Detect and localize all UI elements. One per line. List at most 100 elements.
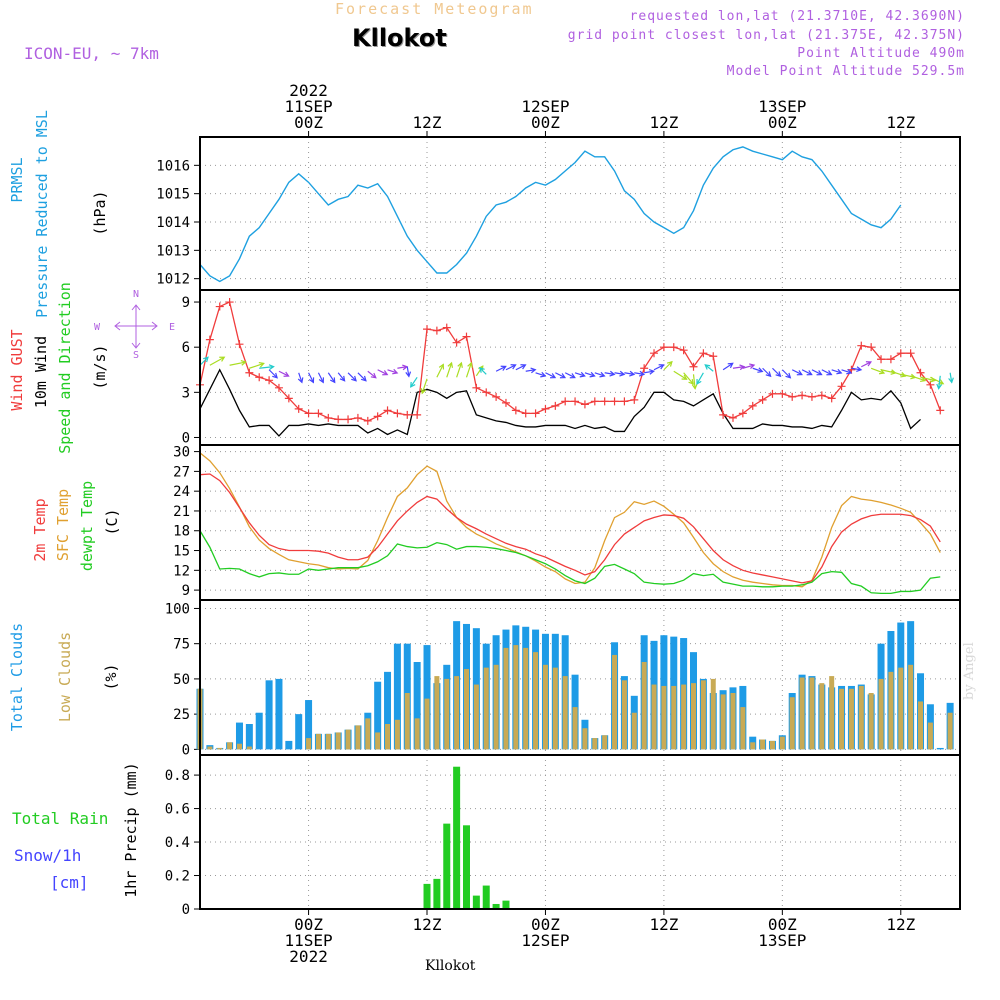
wind-direction-arrow bbox=[249, 362, 264, 369]
precip-unit-label: 1hr Precip (mm) bbox=[122, 762, 140, 897]
low-cloud-bar bbox=[394, 719, 400, 750]
wind-gust-marker bbox=[768, 389, 777, 398]
low-cloud-bar bbox=[927, 722, 933, 750]
rain-bar bbox=[443, 823, 451, 909]
y-tick-label: 9 bbox=[182, 295, 190, 311]
low-cloud-bar bbox=[444, 678, 450, 750]
low-cloud-bar bbox=[858, 685, 864, 750]
wind-gust-marker bbox=[245, 368, 254, 377]
y-tick-label: 100 bbox=[165, 601, 190, 617]
wind-gust-marker bbox=[324, 413, 333, 422]
wind-direction-arrowhead bbox=[297, 377, 304, 384]
low-cloud-bar bbox=[908, 664, 914, 750]
wind-direction-arrow bbox=[327, 372, 336, 383]
grid-point-coordinates: grid point closest lon,lat (21.375E, 42.… bbox=[567, 28, 965, 43]
low-cloud-bar bbox=[750, 742, 756, 750]
low-cloud-bar bbox=[582, 728, 588, 750]
wind-direction-arrowhead bbox=[339, 375, 346, 382]
time-label-bottom: 12Z bbox=[649, 915, 678, 934]
low-cloud-bar bbox=[819, 683, 825, 750]
wind-10m-label: 10m Wind bbox=[32, 336, 50, 408]
y-tick-label: 18 bbox=[173, 524, 190, 540]
low-cloud-bar bbox=[562, 676, 568, 750]
low-cloud-bar bbox=[671, 685, 677, 750]
total-cloud-bar bbox=[305, 700, 313, 750]
low-cloud-bar bbox=[513, 645, 519, 750]
low-clouds-label: Low Clouds bbox=[56, 632, 74, 722]
wind-direction-arrow bbox=[268, 369, 278, 379]
wind-gust-marker bbox=[482, 388, 491, 397]
y-tick-label: 30 bbox=[173, 445, 190, 461]
low-cloud-bar bbox=[325, 733, 331, 750]
low-cloud-bar bbox=[612, 654, 618, 750]
wind-direction-arrowhead bbox=[550, 373, 557, 379]
wind-direction-arrow bbox=[397, 366, 408, 369]
low-cloud-bar bbox=[473, 684, 479, 750]
time-label-bottom: 00Z bbox=[531, 915, 560, 934]
wind-direction-arrowhead bbox=[392, 368, 399, 375]
low-cloud-bar bbox=[809, 677, 815, 750]
wind-gust-marker bbox=[630, 395, 639, 404]
total-cloud-bar bbox=[374, 681, 382, 750]
time-label-top: 2022 bbox=[289, 81, 328, 100]
point-altitude: Point Altitude 490m bbox=[797, 46, 965, 61]
wind-gust-marker bbox=[896, 349, 905, 358]
y-tick-label: 0.8 bbox=[165, 768, 190, 784]
wind-gust-marker bbox=[798, 391, 807, 400]
wind-direction-arrow bbox=[930, 376, 944, 385]
wind-direction-arrow bbox=[841, 369, 852, 374]
wind-direction-arrow bbox=[722, 362, 734, 371]
low-cloud-bar bbox=[918, 701, 924, 750]
wind-direction-arrow bbox=[446, 362, 453, 378]
y-tick-label: 1012 bbox=[156, 272, 190, 288]
rain-bar bbox=[453, 766, 461, 909]
wind-direction-arrowhead bbox=[765, 371, 772, 378]
sfc-temp-line bbox=[199, 452, 941, 588]
wind-direction-arrowhead bbox=[648, 368, 655, 375]
y-tick-label: 0.6 bbox=[165, 802, 190, 818]
wind-direction-arrow bbox=[495, 365, 506, 372]
total-cloud-bar bbox=[413, 662, 421, 750]
wind-direction-arrowhead bbox=[691, 383, 698, 390]
low-cloud-bar bbox=[542, 664, 548, 750]
wind-direction-arrow bbox=[831, 369, 842, 374]
wind-direction-arrowhead bbox=[749, 363, 756, 369]
time-label-top: 12Z bbox=[649, 113, 678, 132]
wind-direction-arrow bbox=[545, 372, 556, 379]
low-cloud-bar bbox=[730, 693, 736, 750]
wind-direction-arrowhead bbox=[330, 377, 336, 384]
wind-direction-arrow bbox=[436, 364, 444, 378]
y-tick-label: 6 bbox=[182, 340, 190, 356]
wind-direction-arrow bbox=[209, 356, 225, 366]
wind-direction-arrow bbox=[535, 372, 546, 377]
y-tick-label: 21 bbox=[173, 504, 190, 520]
wind-direction-arrowhead bbox=[609, 370, 616, 377]
y-tick-label: 3 bbox=[182, 385, 190, 401]
compass-east: E bbox=[169, 322, 175, 333]
wind-10m-line bbox=[199, 368, 921, 437]
wind-direction-arrowhead bbox=[816, 370, 823, 376]
wind-direction-arrow bbox=[278, 370, 289, 377]
wind-gust-marker bbox=[432, 326, 441, 335]
time-label-bottom: 12Z bbox=[413, 915, 442, 934]
compass-south: S bbox=[133, 350, 139, 361]
wind-direction-arrowhead bbox=[382, 370, 389, 376]
wind-gust-marker bbox=[817, 391, 826, 400]
rain-bar bbox=[492, 903, 500, 909]
wind-direction-arrowhead bbox=[579, 371, 586, 378]
wind-direction-arrowhead bbox=[826, 370, 833, 376]
wind-gust-marker bbox=[521, 409, 530, 418]
wind-direction-arrow bbox=[317, 372, 324, 383]
wind-gust-marker bbox=[344, 415, 353, 424]
wind-direction-arrow bbox=[861, 361, 872, 368]
wind-gust-marker bbox=[758, 395, 767, 404]
wind-gust-marker bbox=[936, 406, 945, 415]
wind-direction-arrowhead bbox=[704, 364, 711, 370]
wind-direction-arrowhead bbox=[351, 375, 357, 382]
wind-direction-arrow bbox=[653, 364, 664, 371]
y-tick-label: 0 bbox=[182, 430, 190, 446]
wind-direction-arrow bbox=[732, 366, 745, 369]
wind-direction-arrow bbox=[479, 367, 487, 375]
wind-gust-marker bbox=[413, 410, 422, 419]
time-label-top: 13SEP bbox=[758, 97, 806, 116]
